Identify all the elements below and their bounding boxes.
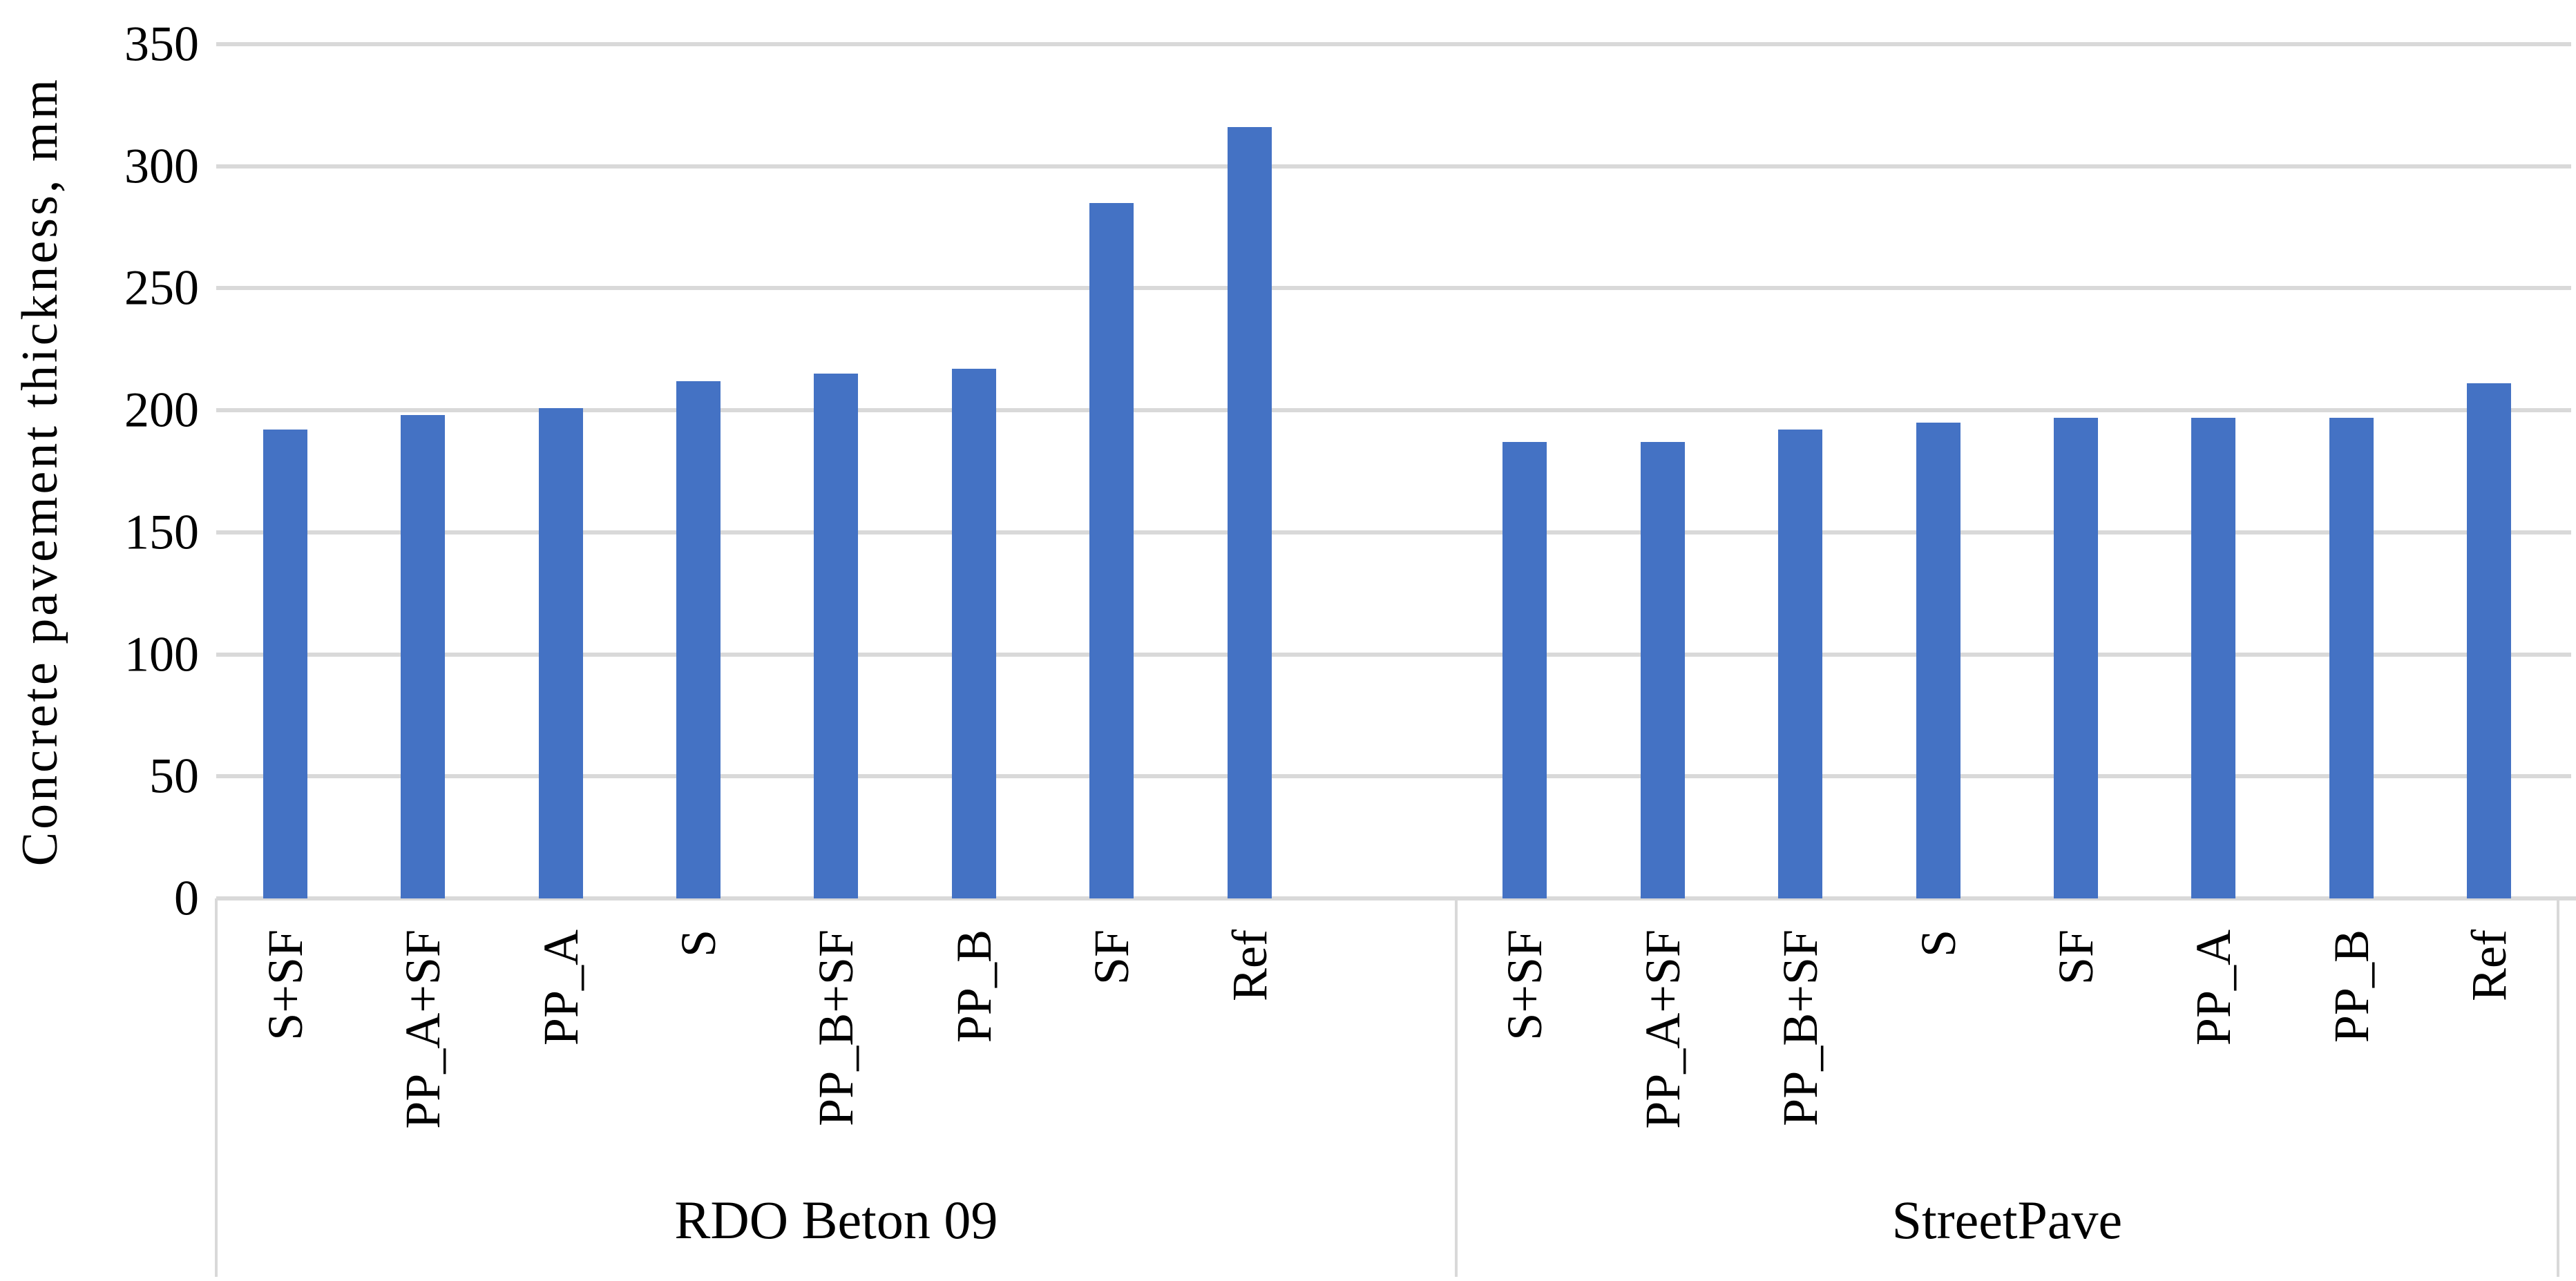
bar: [2329, 417, 2374, 898]
category-label: PP_B: [946, 930, 1002, 1043]
category-label-slot: PP_B: [2282, 900, 2420, 1220]
category-label-slot: PP_B+SF: [1731, 900, 1869, 1220]
bar-slot: [492, 44, 629, 898]
gridline: [216, 164, 2571, 168]
bar: [1640, 442, 1685, 898]
y-axis-title-wrap: Concrete pavement thickness, mm: [6, 44, 75, 898]
category-label-slot: PP_A+SF: [354, 900, 491, 1220]
category-label: Ref: [1221, 930, 1277, 1001]
empty-slot: [1318, 44, 1456, 898]
category-label: S+SF: [257, 930, 313, 1041]
bar: [814, 374, 859, 898]
bar-slot: [2007, 44, 2144, 898]
bar-slot: [767, 44, 905, 898]
category-label-slot: S: [629, 900, 767, 1220]
category-label-slot: [1318, 900, 1456, 1220]
category-label-slot: PP_A: [2145, 900, 2282, 1220]
bar-slot: [354, 44, 491, 898]
bar: [1089, 202, 1134, 898]
bar-slot: [2421, 44, 2558, 898]
category-axis-labels: S+SF PP_A+SF PP_A S PP_B+SF PP_B SF Ref S+SF PP_A…: [216, 900, 2558, 1191]
bar-slot: [629, 44, 767, 898]
axis-group-divider: [215, 898, 218, 1277]
category-label-slot: S: [1869, 900, 2007, 1220]
y-tick-label: 350: [124, 16, 199, 72]
axis-group-divider: [1454, 898, 1458, 1277]
category-label: PP_B: [2323, 930, 2379, 1043]
category-label: S: [1910, 930, 1966, 958]
gridline: [216, 652, 2571, 657]
category-label: S: [670, 930, 726, 958]
y-axis-title: Concrete pavement thickness, mm: [11, 76, 68, 867]
category-label-slot: PP_A: [492, 900, 629, 1220]
bar-slot: [1456, 44, 1594, 898]
category-label: PP_B+SF: [808, 930, 864, 1126]
category-label-slot: Ref: [2421, 900, 2558, 1220]
category-label-slot: S+SF: [216, 900, 354, 1220]
category-label-slot: PP_B: [905, 900, 1042, 1220]
gridline: [216, 530, 2571, 534]
bar: [263, 430, 307, 898]
category-label: SF: [2048, 930, 2103, 985]
x-axis-line: [216, 896, 2576, 900]
category-label-slot: PP_B+SF: [767, 900, 905, 1220]
bar-slot: [1181, 44, 1318, 898]
y-tick-label: 250: [124, 260, 199, 316]
category-label-slot: Ref: [1181, 900, 1318, 1220]
bar-slot: [1042, 44, 1180, 898]
y-tick-label: 0: [174, 870, 199, 926]
axis-group-divider: [2557, 898, 2559, 1277]
category-label: PP_A: [2186, 930, 2242, 1046]
bar-slot: [216, 44, 354, 898]
bar: [1916, 422, 1960, 898]
bar-slot: [2145, 44, 2282, 898]
gridline: [216, 408, 2571, 413]
bar-slot: [2282, 44, 2420, 898]
category-label: SF: [1084, 930, 1140, 985]
bar: [676, 381, 721, 898]
bar: [2191, 417, 2236, 898]
bar: [2467, 383, 2512, 898]
category-label: PP_A+SF: [395, 930, 451, 1129]
y-tick-label: 300: [124, 138, 199, 194]
bars-layer: [216, 44, 2558, 898]
category-label: Ref: [2461, 930, 2517, 1001]
bar: [2053, 417, 2098, 898]
y-tick-label: 100: [124, 626, 199, 682]
bar-slot: [905, 44, 1042, 898]
y-tick-label: 50: [149, 748, 199, 804]
group-label: StreetPave: [1891, 1190, 2123, 1250]
category-label-slot: SF: [1042, 900, 1180, 1220]
bar: [951, 369, 996, 898]
bar: [1778, 430, 1823, 898]
bar-slot: [1869, 44, 2007, 898]
group-label: RDO Beton 09: [674, 1190, 998, 1250]
gridline: [216, 774, 2571, 779]
category-label-slot: PP_A+SF: [1594, 900, 1731, 1220]
category-label: S+SF: [1497, 930, 1553, 1041]
bar-slot: [1731, 44, 1869, 898]
bar-slot: [1594, 44, 1731, 898]
category-label-slot: SF: [2007, 900, 2144, 1220]
category-label: PP_A: [533, 930, 589, 1046]
gridline: [216, 286, 2571, 291]
gridline: [216, 42, 2571, 46]
y-tick-label: 150: [124, 504, 199, 560]
bar: [1502, 442, 1547, 898]
category-label: PP_B+SF: [1773, 930, 1829, 1126]
category-label: PP_A+SF: [1634, 930, 1690, 1129]
bar: [538, 407, 583, 898]
bar: [1227, 127, 1272, 898]
bar: [401, 415, 446, 898]
category-label-slot: S+SF: [1456, 900, 1594, 1220]
y-tick-label: 200: [124, 382, 199, 438]
